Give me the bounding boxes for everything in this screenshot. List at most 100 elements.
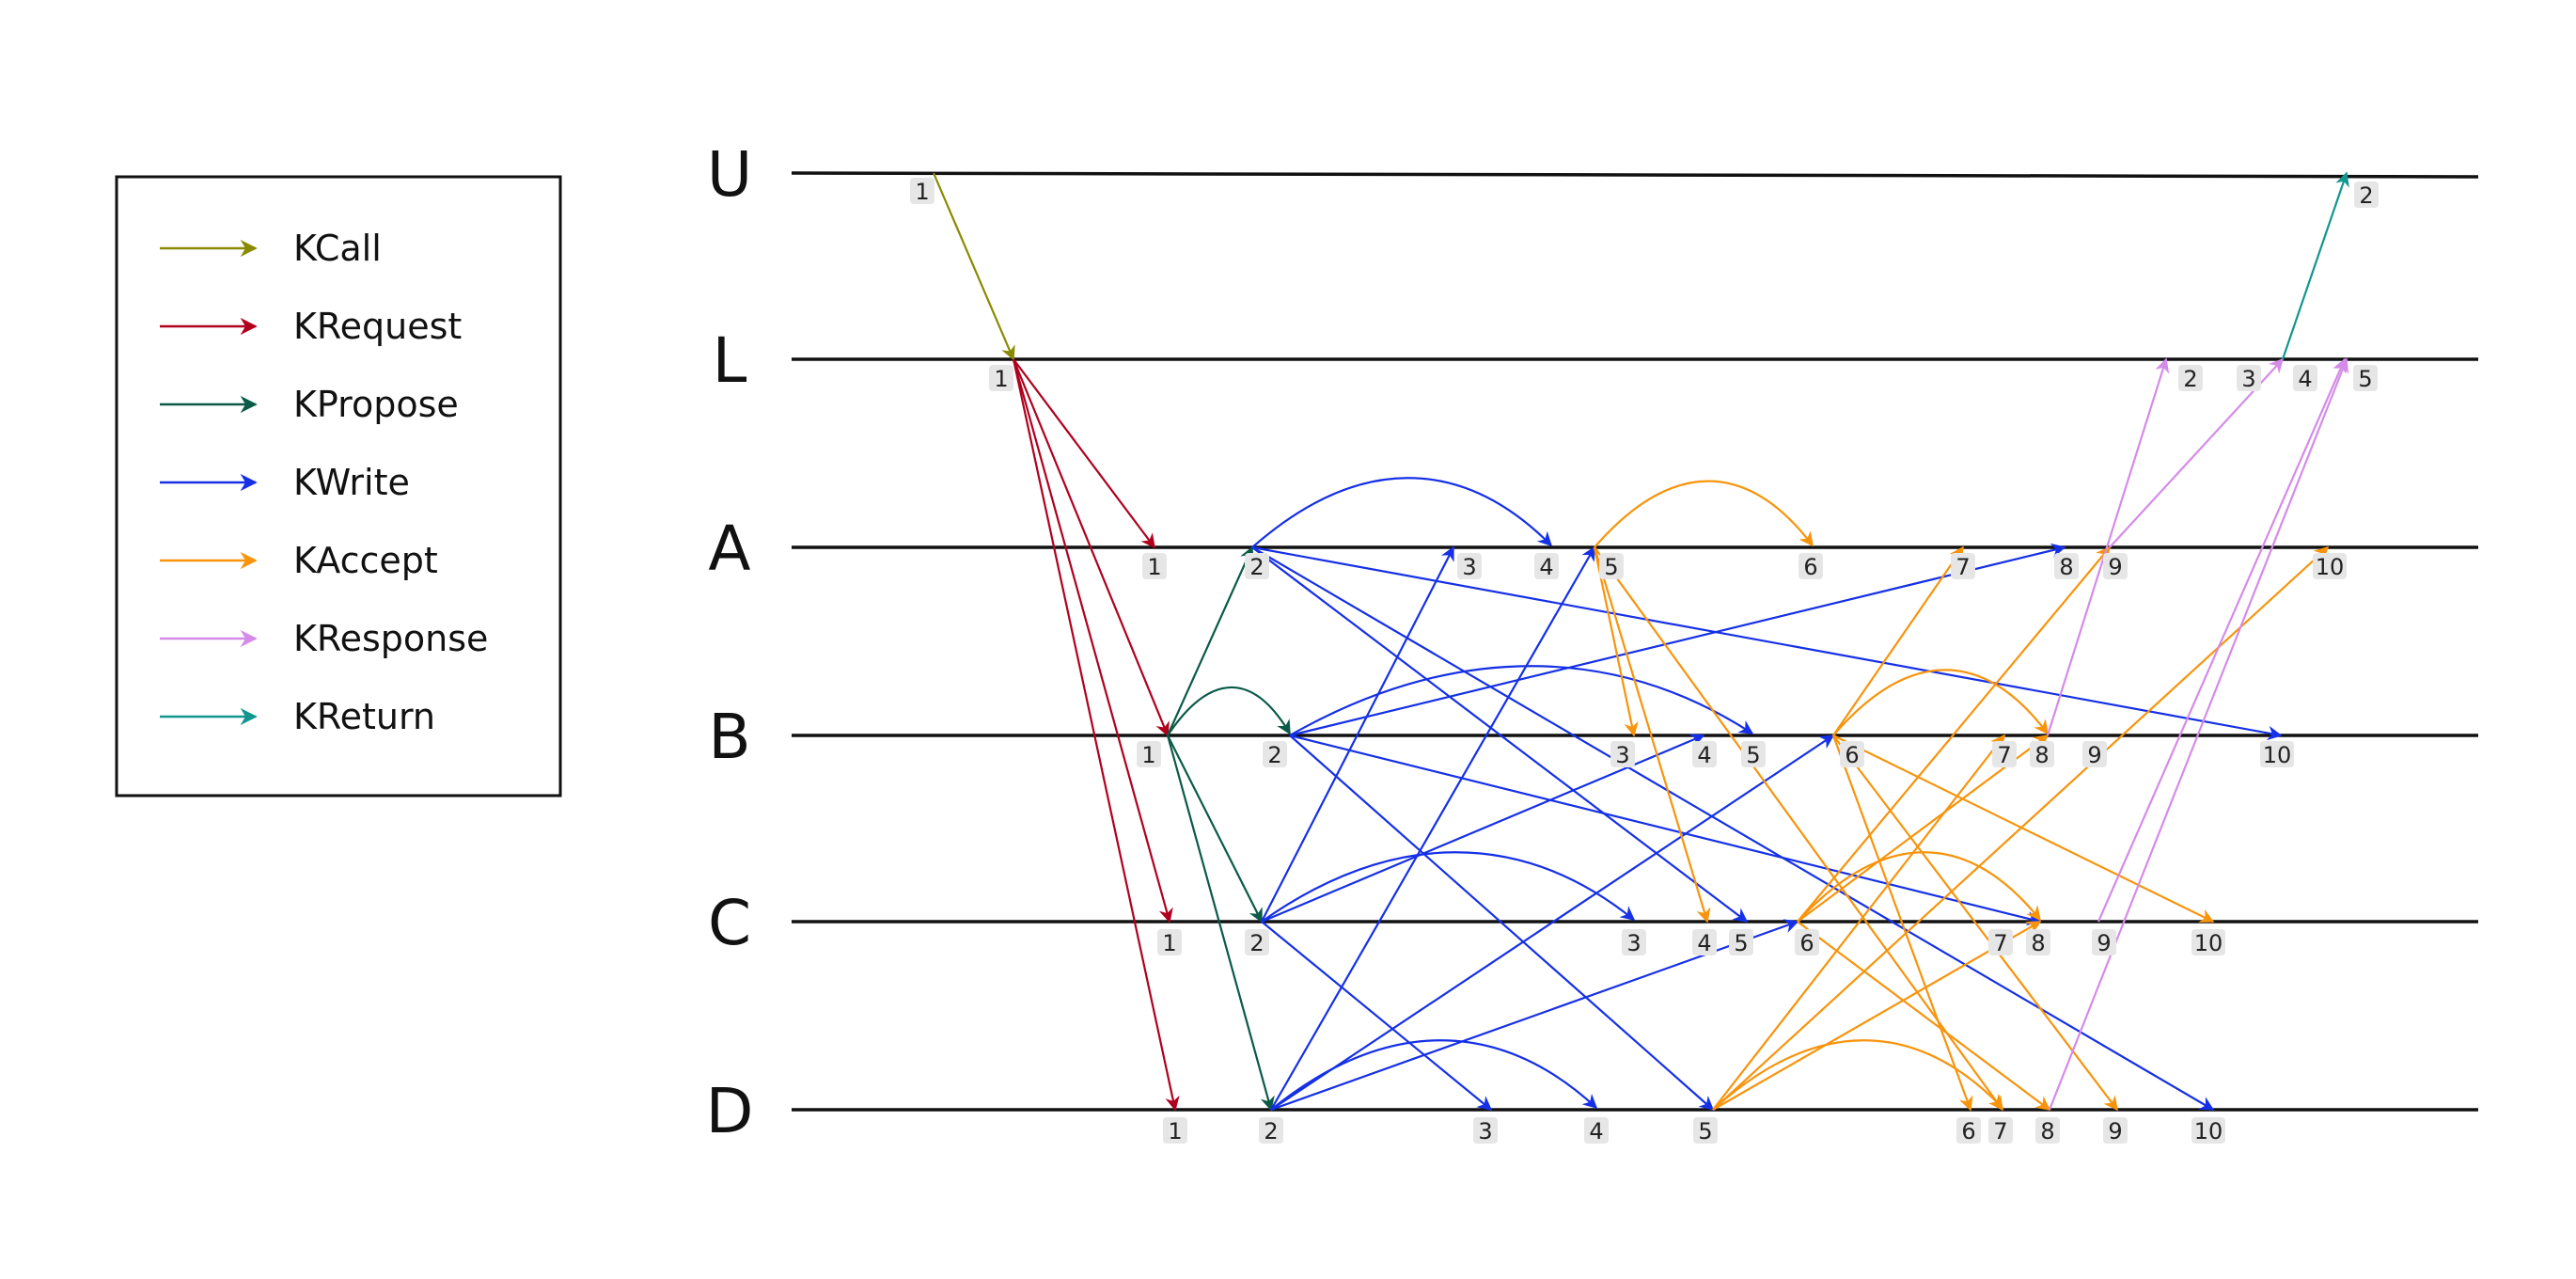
- event-marker: [1457, 553, 1482, 579]
- event-label: 5: [1698, 1118, 1712, 1145]
- event-label: 1: [1141, 742, 1155, 768]
- event-label: 3: [1462, 554, 1476, 580]
- message-arrow-kwrite: [1251, 546, 2215, 1111]
- event-marker: [2082, 741, 2107, 767]
- event-label: 8: [2031, 930, 2045, 956]
- event-label: 5: [1604, 554, 1618, 580]
- message-arrow-kaccept: [1594, 546, 2003, 1112]
- event-label: 6: [1845, 742, 1859, 768]
- event-label: 1: [915, 179, 929, 205]
- event-marker: [2293, 365, 2317, 391]
- event-label: 3: [1478, 1118, 1492, 1145]
- event-marker: [2353, 365, 2378, 391]
- message-arrow-kaccept: [1712, 1039, 2004, 1111]
- event-label: 4: [1589, 1118, 1603, 1145]
- legend-label: KResponse: [293, 618, 488, 659]
- event-label: 7: [1993, 930, 2007, 956]
- event-label: 6: [1961, 1118, 1975, 1145]
- event-marker: [1692, 929, 1717, 955]
- message-arrow-krequest: [1013, 358, 1155, 549]
- event-marker: [1163, 1117, 1187, 1144]
- message-arrow-kaccept: [1832, 734, 2215, 923]
- event-label: 2: [2359, 182, 2373, 209]
- message-arrow-kaccept: [1594, 480, 1814, 548]
- lane-line-u: [791, 171, 2479, 179]
- event-marker: [1137, 741, 1161, 767]
- event-label: 10: [2316, 554, 2345, 580]
- lane-label: C: [708, 887, 751, 959]
- legend-label: KAccept: [293, 540, 438, 581]
- message-arrow-kwrite: [1261, 545, 1454, 923]
- legend-label: KPropose: [293, 384, 459, 425]
- event-marker: [1741, 741, 1766, 767]
- event-label: 4: [2298, 366, 2312, 392]
- event-label: 4: [1539, 554, 1553, 580]
- event-marker: [1599, 553, 1624, 579]
- lane-label: D: [706, 1075, 754, 1147]
- event-marker: [2026, 929, 2050, 955]
- message-arrow-krequest: [1012, 358, 1170, 737]
- event-marker: [1992, 741, 2017, 767]
- event-marker: [2191, 929, 2225, 955]
- event-marker: [1259, 1117, 1283, 1144]
- event-label: 3: [2241, 366, 2255, 392]
- event-label: 1: [994, 366, 1008, 392]
- event-marker: [1795, 929, 1819, 955]
- event-marker: [1988, 1117, 2013, 1144]
- event-markers: 1 21 2 3 4 51 2 3 4 5 6 7 8 9 101 2 3 4 5 6 7 8 9 101 2 3 4 5 6 7 8 9 10…: [910, 178, 2379, 1145]
- event-marker: [2237, 365, 2261, 391]
- message-arrow-kcall: [932, 172, 1015, 361]
- event-marker: [2178, 365, 2203, 391]
- message-arrow-kaccept: [1832, 545, 1964, 736]
- event-label: 3: [1626, 930, 1641, 956]
- event-marker: [1956, 1117, 1981, 1144]
- event-marker: [1840, 741, 1864, 767]
- event-marker: [1729, 929, 1753, 955]
- message-arrow-kresponse: [2048, 357, 2349, 1111]
- message-arrow-kaccept: [1797, 545, 2111, 923]
- event-marker: [2030, 741, 2054, 767]
- message-arrow-kwrite: [1289, 734, 1715, 1112]
- event-marker: [1473, 1117, 1498, 1144]
- legend-label: KReturn: [293, 696, 435, 737]
- event-marker: [2103, 553, 2128, 579]
- message-arrow-krequest: [1012, 358, 1180, 1112]
- event-label: 9: [2108, 1118, 2122, 1145]
- event-label: 5: [2358, 366, 2372, 392]
- message-arrow-kaccept: [1832, 669, 2049, 736]
- message-arrow-kresponse: [2046, 357, 2170, 736]
- event-marker: [2054, 553, 2079, 579]
- event-marker: [910, 178, 935, 204]
- event-marker: [2103, 1117, 2128, 1144]
- event-marker: [1245, 929, 1269, 955]
- message-arrow-kpropose: [1167, 687, 1291, 736]
- legend-box: [115, 175, 562, 797]
- message-arrow-kreturn: [2281, 171, 2349, 360]
- message-arrow-kaccept: [1831, 734, 1973, 1112]
- event-marker: [1584, 1117, 1609, 1144]
- event-marker: [1988, 929, 2013, 955]
- event-label: 1: [1147, 554, 1161, 580]
- message-arrow-kwrite: [1261, 851, 1636, 923]
- messages: [932, 171, 2349, 1112]
- event-label: 10: [2194, 930, 2223, 956]
- message-arrow-kwrite: [1270, 545, 1595, 1111]
- message-arrow-kaccept: [1712, 734, 2005, 1111]
- event-label: 9: [2108, 554, 2122, 580]
- event-label: 1: [1168, 1118, 1182, 1145]
- event-label: 2: [1264, 1118, 1278, 1145]
- event-marker: [2191, 1117, 2225, 1144]
- message-arrow-kaccept: [1797, 851, 2041, 923]
- message-arrow-kpropose: [1166, 734, 1275, 1112]
- message-arrow-kaccept: [1712, 545, 2330, 1111]
- event-label: 7: [1997, 742, 2011, 768]
- lane-label: U: [707, 138, 752, 211]
- message-arrow-krequest: [1012, 358, 1173, 924]
- message-arrow-kwrite: [1289, 665, 1754, 736]
- event-label: 4: [1697, 742, 1711, 768]
- message-arrow-kwrite: [1289, 734, 2042, 926]
- event-label: 6: [1803, 554, 1817, 580]
- lane-label: A: [708, 513, 750, 585]
- lane-label: L: [713, 324, 747, 397]
- event-label: 10: [2263, 742, 2292, 768]
